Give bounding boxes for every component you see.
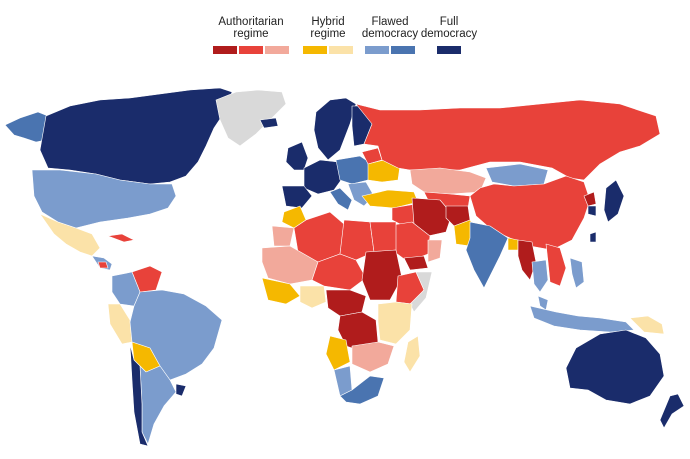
legend-flawed-label: Flawed democracy bbox=[361, 16, 419, 40]
region-bangladesh bbox=[507, 237, 519, 251]
legend-authoritarian-label: Authoritarian regime bbox=[218, 16, 284, 40]
legend-swatch-flawed-dark bbox=[391, 46, 415, 54]
region-oman bbox=[427, 239, 443, 263]
region-cuba bbox=[107, 233, 135, 243]
legend-authoritarian: Authoritarian regime bbox=[205, 14, 297, 54]
region-mexico bbox=[39, 213, 101, 257]
region-thailand bbox=[531, 259, 549, 293]
legend-full-label: Full democracy bbox=[420, 16, 478, 40]
legend-swatch-hybrid-light bbox=[329, 46, 353, 54]
region-papua bbox=[629, 315, 665, 335]
region-japan bbox=[603, 179, 625, 223]
region-sudan bbox=[361, 249, 403, 301]
region-egypt bbox=[369, 221, 397, 253]
region-usa bbox=[31, 169, 177, 229]
region-mongolia bbox=[485, 163, 549, 187]
region-canada bbox=[39, 87, 233, 185]
region-somalia bbox=[409, 271, 433, 313]
region-yemen bbox=[403, 255, 429, 271]
region-niger-chad bbox=[311, 253, 367, 291]
region-india bbox=[465, 221, 509, 289]
region-western-sahara bbox=[271, 225, 295, 247]
region-south-africa bbox=[339, 375, 385, 405]
region-russia bbox=[355, 99, 661, 181]
region-alaska bbox=[4, 111, 49, 143]
region-libya bbox=[339, 219, 375, 261]
region-uruguay bbox=[175, 383, 187, 397]
region-norway-sweden bbox=[313, 97, 357, 161]
region-nigeria bbox=[299, 285, 327, 309]
region-angola bbox=[325, 335, 351, 371]
legend-full: Full democracy bbox=[421, 14, 477, 54]
region-iberia bbox=[281, 185, 313, 209]
region-indochina bbox=[545, 243, 567, 287]
region-kazakhstan bbox=[409, 167, 487, 195]
region-indonesia bbox=[529, 305, 635, 333]
region-greenland bbox=[215, 89, 287, 147]
legend-swatch-flawed-light bbox=[365, 46, 389, 54]
region-west-africa bbox=[261, 277, 301, 305]
region-chile bbox=[129, 343, 149, 447]
region-uk-ireland bbox=[285, 141, 309, 171]
legend-swatch-authoritarian-mid bbox=[239, 46, 263, 54]
region-taiwan bbox=[589, 231, 597, 243]
legend-swatch-hybrid-dark bbox=[303, 46, 327, 54]
region-philippines bbox=[569, 257, 585, 289]
region-australia bbox=[565, 329, 665, 405]
region-east-africa bbox=[377, 301, 413, 345]
region-iceland bbox=[259, 117, 279, 129]
region-south-korea bbox=[587, 205, 597, 217]
region-nicaragua bbox=[97, 261, 109, 269]
legend-flawed: Flawed democracy bbox=[359, 14, 421, 54]
region-peru bbox=[107, 303, 133, 345]
legend-hybrid: Hybrid regime bbox=[297, 14, 359, 54]
region-italy bbox=[329, 187, 353, 211]
region-madagascar bbox=[403, 335, 421, 373]
legend-hybrid-label: Hybrid regime bbox=[310, 16, 346, 40]
region-myanmar bbox=[517, 239, 537, 281]
legend-swatch-full bbox=[437, 46, 461, 54]
region-zambia-zimbabwe bbox=[351, 341, 395, 373]
legend-swatch-authoritarian-dark bbox=[213, 46, 237, 54]
legend: Authoritarian regime Hybrid regime Flawe… bbox=[205, 14, 485, 64]
region-north-korea bbox=[583, 191, 597, 207]
region-mauritania-mali bbox=[261, 245, 319, 285]
legend-swatch-authoritarian-light bbox=[265, 46, 289, 54]
region-new-zealand bbox=[659, 393, 685, 429]
